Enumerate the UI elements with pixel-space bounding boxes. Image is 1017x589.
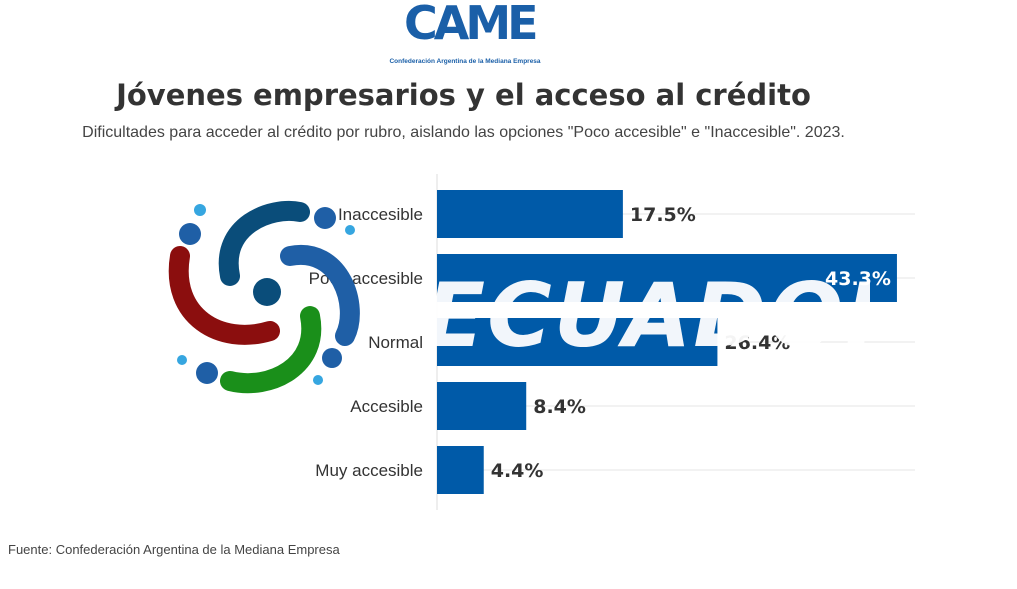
value-label: 17.5% — [630, 204, 696, 226]
value-label: 8.4% — [533, 396, 586, 418]
came-logo: CAME Confederación Argentina de la Media… — [380, 0, 550, 70]
bar — [437, 318, 718, 366]
chart-subtitle: Dificultades para acceder al crédito por… — [82, 124, 845, 141]
came-logo-caption: Confederación Argentina de la Mediana Em… — [389, 58, 541, 65]
value-label: 26.4% — [724, 332, 790, 354]
category-label: Normal — [368, 333, 423, 352]
category-label: Accesible — [350, 397, 423, 416]
bar — [437, 446, 484, 494]
bar — [437, 254, 897, 302]
bar-chart: Inaccesible 17.5% Poco accesible 43.3% Norma… — [309, 174, 915, 510]
value-label: 43.3% — [825, 268, 891, 290]
category-label: Inaccesible — [338, 205, 423, 224]
value-label: 4.4% — [491, 460, 544, 482]
came-logo-wordmark: CAME — [404, 0, 539, 50]
bar — [437, 382, 527, 430]
bar — [437, 190, 623, 238]
category-label: Muy accesible — [315, 461, 423, 480]
category-label: Poco accesible — [309, 269, 423, 288]
source-note: Fuente: Confederación Argentina de la Me… — [8, 542, 340, 557]
chart-title: Jóvenes empresarios y el acceso al crédi… — [116, 78, 811, 112]
